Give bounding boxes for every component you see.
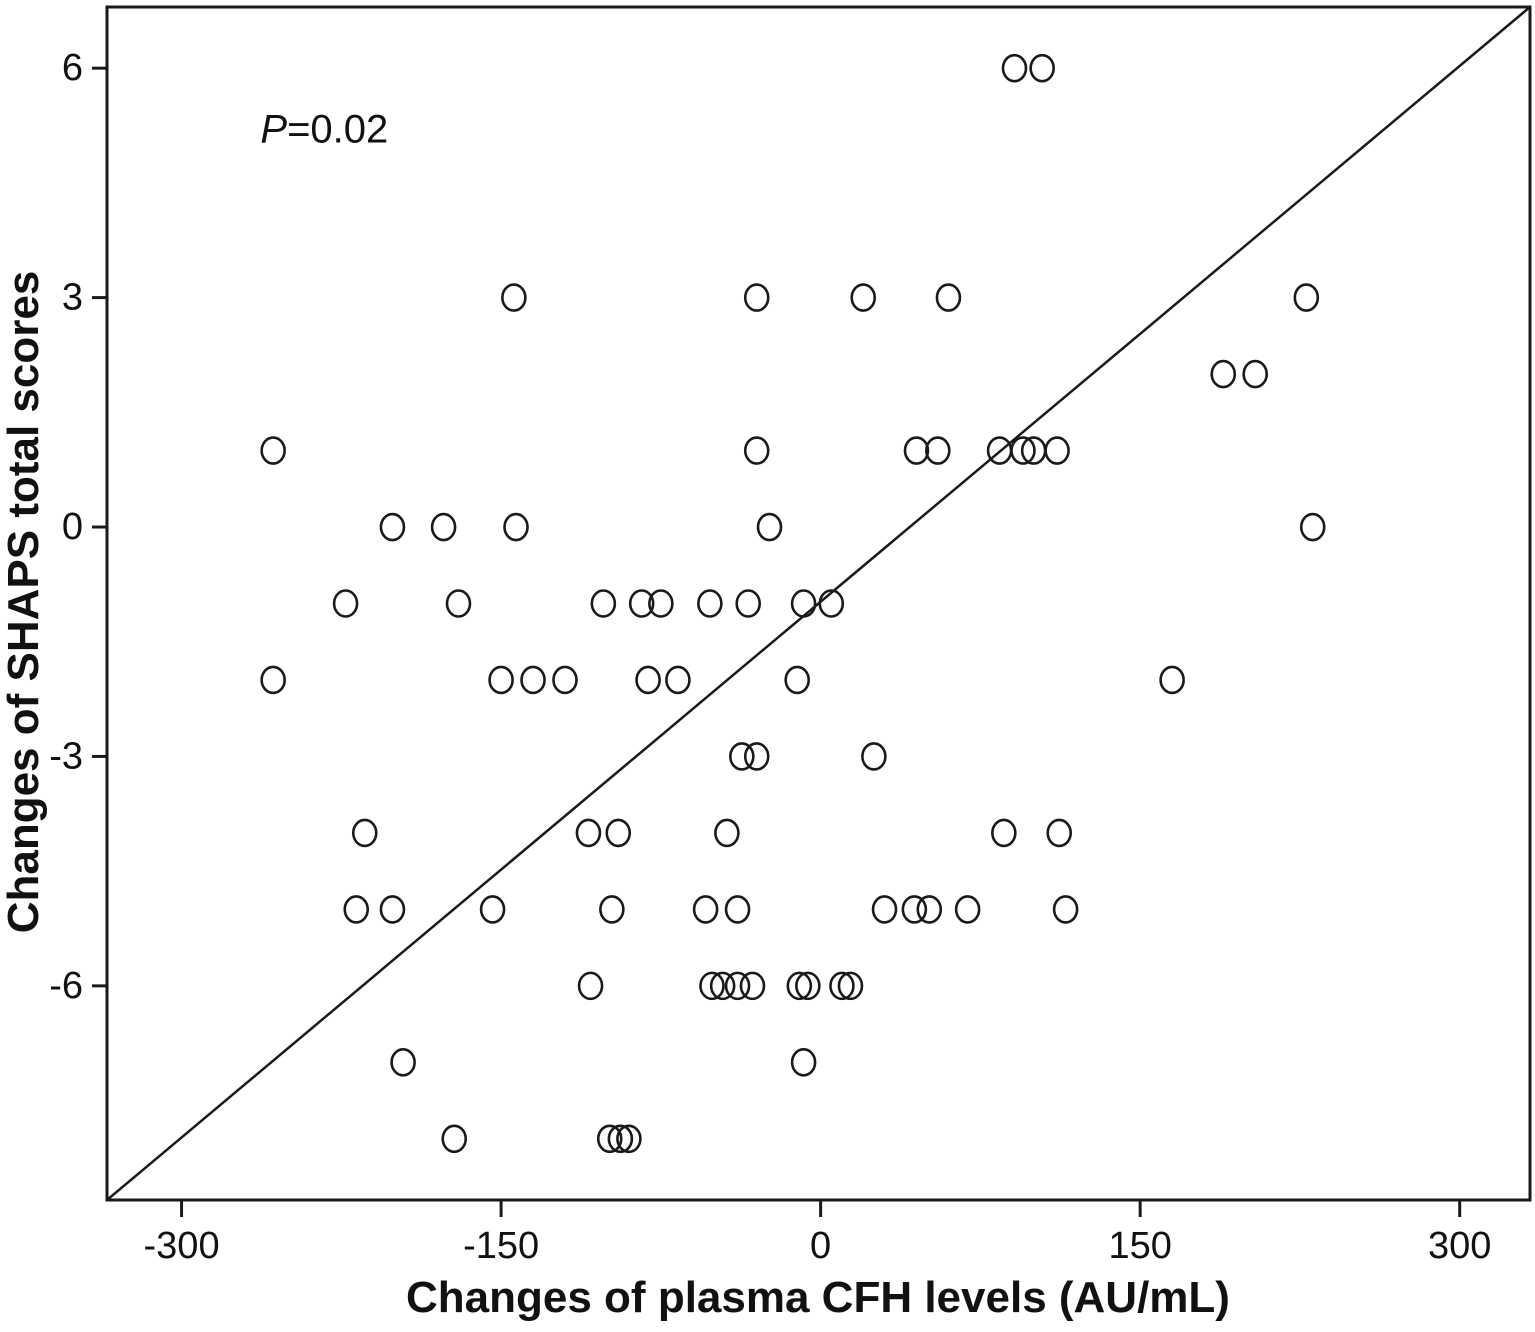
data-point <box>692 895 719 924</box>
data-point <box>501 283 527 312</box>
data-point <box>1001 53 1028 83</box>
data-point <box>786 971 813 1001</box>
data-point <box>260 665 286 695</box>
data-point <box>390 1048 416 1077</box>
data-point <box>991 818 1017 848</box>
data-point <box>635 665 661 695</box>
data-point <box>503 512 529 542</box>
data-point <box>596 1124 623 1154</box>
data-point <box>599 895 625 924</box>
data-point <box>743 283 770 312</box>
data-point <box>445 589 472 618</box>
data-point <box>1052 895 1079 924</box>
data-point <box>735 589 762 618</box>
data-point <box>903 436 930 465</box>
data-point <box>709 971 736 1001</box>
y-tick-label: -3 <box>49 735 83 777</box>
data-point <box>1299 512 1326 542</box>
data-point <box>861 742 887 771</box>
y-tick-label: 3 <box>62 277 83 319</box>
p-value-number: =0.02 <box>287 107 388 151</box>
data-point <box>479 895 506 924</box>
data-point <box>351 818 378 848</box>
p-value-symbol: P <box>260 107 287 151</box>
data-points-layer <box>260 53 1326 1154</box>
y-tick-label: 0 <box>62 506 83 548</box>
data-point <box>829 971 855 1001</box>
data-point <box>697 589 723 618</box>
data-point <box>756 512 783 542</box>
data-point <box>605 818 632 848</box>
data-point <box>379 895 406 924</box>
data-point <box>784 665 810 695</box>
data-point <box>577 971 604 1001</box>
x-tick-label: 150 <box>1108 1225 1171 1267</box>
data-point <box>616 1124 642 1154</box>
data-point <box>795 971 821 1001</box>
data-point <box>790 1048 817 1077</box>
data-point <box>1029 53 1055 83</box>
data-point <box>343 895 370 924</box>
data-point <box>648 589 674 618</box>
data-point <box>607 1124 634 1154</box>
data-point <box>590 589 617 618</box>
data-point <box>724 971 751 1001</box>
plot-area-border <box>105 5 1532 1202</box>
data-point <box>743 742 770 771</box>
data-point <box>818 589 845 618</box>
data-point <box>1046 818 1073 848</box>
data-point <box>729 742 755 771</box>
y-axis-title: Changes of SHAPS total scores <box>0 271 48 934</box>
data-point <box>430 512 457 542</box>
data-point <box>924 436 951 465</box>
data-point <box>935 283 962 312</box>
data-point <box>850 283 877 312</box>
p-value-annotation: P=0.02 <box>260 107 388 151</box>
data-point <box>665 665 691 695</box>
x-axis-ticks: -300 -150 0 150 300 <box>144 1200 1491 1267</box>
y-tick-label: -6 <box>49 965 83 1007</box>
data-point <box>1044 436 1070 465</box>
y-tick-label: 6 <box>62 47 83 89</box>
data-point <box>743 436 770 465</box>
data-point <box>954 895 981 924</box>
x-tick-label: 0 <box>810 1225 831 1267</box>
data-point <box>699 971 725 1001</box>
data-point <box>552 665 578 695</box>
data-point <box>724 895 751 924</box>
x-tick-label: 300 <box>1428 1225 1491 1267</box>
data-point <box>1210 359 1237 389</box>
data-point <box>739 971 766 1001</box>
data-point <box>916 895 943 924</box>
data-point <box>441 1124 468 1154</box>
data-point <box>871 895 898 924</box>
data-point <box>1159 665 1185 695</box>
x-tick-label: -300 <box>144 1225 220 1267</box>
x-tick-label: -150 <box>463 1225 539 1267</box>
data-point <box>379 512 406 542</box>
data-point <box>837 971 864 1001</box>
y-axis-ticks: 6 3 0 -3 -6 <box>49 47 107 1007</box>
data-point <box>790 589 817 618</box>
data-point <box>1242 359 1268 389</box>
data-point <box>332 589 359 618</box>
data-point <box>520 665 546 695</box>
data-point <box>575 818 602 848</box>
data-point <box>1293 283 1320 312</box>
data-point <box>714 818 740 848</box>
data-point <box>1010 436 1036 465</box>
data-point <box>488 665 514 695</box>
data-point <box>628 589 655 618</box>
data-point <box>901 895 928 924</box>
x-axis-title: Changes of plasma CFH levels (AU/mL) <box>406 1273 1230 1322</box>
data-point <box>260 436 286 465</box>
